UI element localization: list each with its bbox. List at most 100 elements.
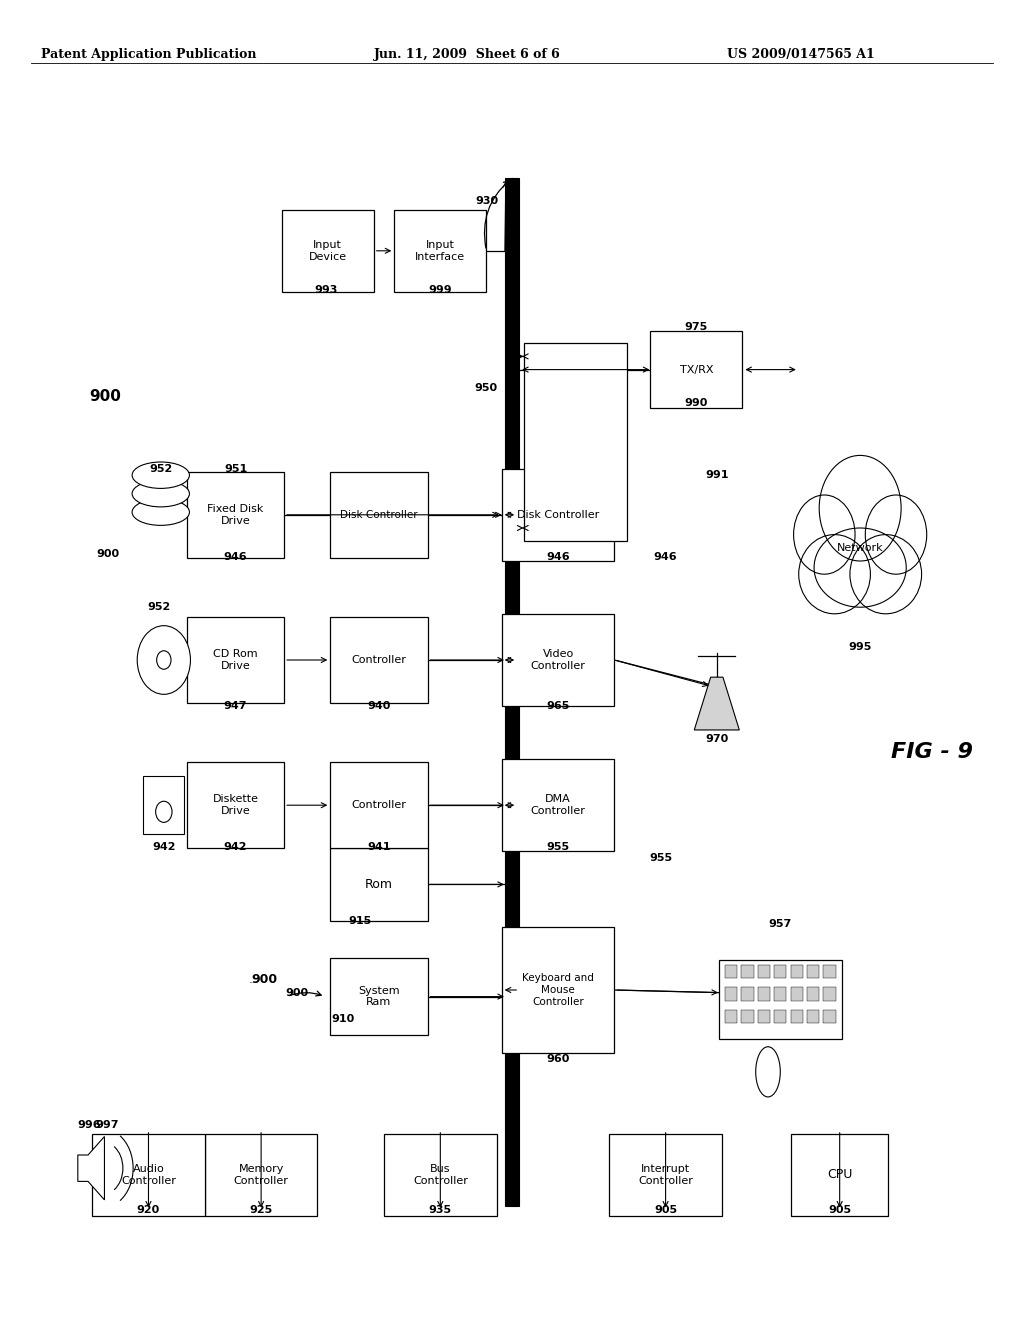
Text: CPU: CPU — [827, 1168, 852, 1181]
Bar — [774, 1010, 786, 1023]
Text: Fixed Disk
Drive: Fixed Disk Drive — [207, 504, 264, 525]
Text: $\longleftarrow$900: $\longleftarrow$900 — [249, 981, 256, 986]
Text: 946: 946 — [653, 552, 678, 562]
Bar — [758, 965, 770, 978]
Text: 942: 942 — [224, 842, 247, 853]
Text: 951: 951 — [224, 463, 247, 474]
Ellipse shape — [132, 462, 189, 488]
Text: 952: 952 — [150, 463, 172, 474]
Text: 910: 910 — [332, 1014, 354, 1024]
FancyBboxPatch shape — [524, 343, 627, 541]
FancyBboxPatch shape — [384, 1134, 497, 1216]
FancyBboxPatch shape — [186, 618, 284, 702]
Text: 930: 930 — [476, 195, 499, 206]
FancyBboxPatch shape — [502, 927, 614, 1053]
FancyBboxPatch shape — [282, 210, 374, 292]
Text: Disk Controller: Disk Controller — [340, 510, 418, 520]
FancyBboxPatch shape — [791, 1134, 888, 1216]
Polygon shape — [694, 677, 739, 730]
Bar — [791, 965, 803, 978]
Bar — [807, 965, 819, 978]
Text: 960: 960 — [547, 1053, 569, 1064]
Bar — [823, 965, 836, 978]
Text: FIG - 9: FIG - 9 — [891, 742, 973, 763]
Bar — [725, 987, 737, 1001]
Text: 990: 990 — [685, 397, 708, 408]
Bar — [758, 1010, 770, 1023]
Bar — [505, 178, 519, 1206]
Text: 905: 905 — [654, 1205, 677, 1216]
Bar — [807, 1010, 819, 1023]
FancyBboxPatch shape — [92, 1134, 205, 1216]
Bar — [774, 965, 786, 978]
FancyBboxPatch shape — [330, 471, 428, 557]
Bar — [725, 965, 737, 978]
Bar — [725, 1010, 737, 1023]
Ellipse shape — [850, 535, 922, 614]
Text: Bus
Controller: Bus Controller — [413, 1164, 468, 1185]
FancyBboxPatch shape — [330, 762, 428, 847]
Text: 996: 996 — [77, 1119, 101, 1130]
Ellipse shape — [799, 535, 870, 614]
Text: Jun. 11, 2009  Sheet 6 of 6: Jun. 11, 2009 Sheet 6 of 6 — [374, 48, 560, 61]
Bar — [823, 987, 836, 1001]
Text: 940: 940 — [368, 701, 390, 711]
Bar — [791, 1010, 803, 1023]
FancyBboxPatch shape — [330, 618, 428, 702]
FancyBboxPatch shape — [330, 471, 428, 557]
FancyBboxPatch shape — [330, 849, 428, 921]
Bar — [741, 965, 754, 978]
Text: 900: 900 — [251, 973, 278, 986]
Text: 905: 905 — [828, 1205, 851, 1216]
Text: 942: 942 — [153, 842, 175, 853]
Text: 925: 925 — [250, 1205, 272, 1216]
Text: Controller: Controller — [351, 655, 407, 665]
Ellipse shape — [132, 480, 189, 507]
Circle shape — [156, 801, 172, 822]
Text: System
Ram: System Ram — [358, 986, 399, 1007]
Text: Diskette
Drive: Diskette Drive — [213, 795, 258, 816]
Text: Interrupt
Controller: Interrupt Controller — [638, 1164, 693, 1185]
Text: 900: 900 — [286, 987, 308, 998]
Ellipse shape — [865, 495, 927, 574]
Text: 955: 955 — [547, 842, 569, 853]
Text: 975: 975 — [685, 322, 708, 333]
Text: 950: 950 — [475, 383, 498, 393]
Text: 993: 993 — [314, 285, 337, 296]
Text: Video
Controller: Video Controller — [530, 649, 586, 671]
Text: DMA
Controller: DMA Controller — [530, 795, 586, 816]
Text: Controller: Controller — [351, 800, 407, 810]
Text: Input
Device: Input Device — [308, 240, 347, 261]
Bar — [741, 987, 754, 1001]
FancyBboxPatch shape — [186, 762, 284, 847]
FancyBboxPatch shape — [502, 469, 614, 561]
FancyBboxPatch shape — [609, 1134, 722, 1216]
Text: 957: 957 — [769, 919, 792, 929]
Text: 946: 946 — [546, 552, 570, 562]
Text: 900: 900 — [89, 388, 122, 404]
Bar — [758, 987, 770, 1001]
Text: 997: 997 — [96, 1119, 119, 1130]
Text: TX/RX: TX/RX — [680, 364, 713, 375]
Ellipse shape — [819, 455, 901, 561]
Text: Disk Controller: Disk Controller — [517, 510, 599, 520]
Polygon shape — [78, 1137, 104, 1200]
Text: 920: 920 — [137, 1205, 160, 1216]
Text: Input
Interface: Input Interface — [416, 240, 465, 261]
Text: 991: 991 — [706, 470, 728, 480]
Bar — [741, 1010, 754, 1023]
Text: CD Rom
Drive: CD Rom Drive — [213, 649, 258, 671]
Text: Memory
Controller: Memory Controller — [233, 1164, 289, 1185]
FancyBboxPatch shape — [205, 1134, 317, 1216]
Text: 999: 999 — [428, 285, 453, 296]
FancyBboxPatch shape — [394, 210, 486, 292]
Text: 915: 915 — [349, 916, 372, 927]
Text: 965: 965 — [547, 701, 569, 711]
Text: 900: 900 — [96, 549, 119, 560]
Text: 946: 946 — [223, 552, 248, 562]
Text: Network: Network — [837, 543, 884, 553]
Text: Keyboard and
Mouse
Controller: Keyboard and Mouse Controller — [522, 973, 594, 1007]
Text: Audio
Controller: Audio Controller — [121, 1164, 176, 1185]
Bar — [791, 987, 803, 1001]
Text: 935: 935 — [429, 1205, 452, 1216]
